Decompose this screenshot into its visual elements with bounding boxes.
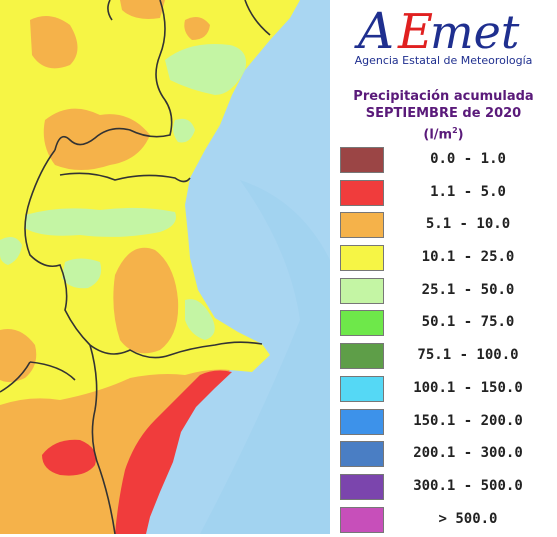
border-valencia-south bbox=[89, 341, 263, 359]
legend-row: 150.1 - 200.0 bbox=[340, 407, 555, 440]
legend-swatch bbox=[340, 408, 384, 435]
border-alicante bbox=[89, 344, 116, 534]
border-mid bbox=[59, 172, 191, 183]
legend-row: 75.1 - 100.0 bbox=[340, 341, 555, 374]
legend-label: 75.1 - 100.0 bbox=[417, 347, 519, 364]
green-zone-5 bbox=[185, 299, 215, 340]
legend-row: 100.1 - 150.0 bbox=[340, 374, 555, 407]
legend-row: 0.0 - 1.0 bbox=[340, 145, 555, 178]
logo-letter-a: A bbox=[354, 2, 394, 60]
legend-row: > 500.0 bbox=[340, 505, 555, 537]
map-title-line2: SEPTIEMBRE de 2020 bbox=[365, 106, 522, 121]
agency-name: Agencia Estatal de Meteorología bbox=[354, 54, 533, 67]
legend-label: 25.1 - 50.0 bbox=[421, 281, 515, 298]
orange-zone-6 bbox=[0, 329, 37, 383]
legend-swatch bbox=[340, 245, 384, 272]
border-south-west bbox=[0, 361, 31, 393]
legend-swatch bbox=[340, 441, 384, 468]
legend-panel: A E met Agencia Estatal de Meteorología … bbox=[330, 0, 557, 534]
legend-row: 5.1 - 10.0 bbox=[340, 210, 555, 243]
unit-base: (l/m bbox=[423, 127, 453, 143]
legend-swatch bbox=[340, 310, 384, 337]
legend-label: 300.1 - 500.0 bbox=[413, 477, 523, 494]
legend-swatch bbox=[340, 343, 384, 370]
orange-zone-4 bbox=[43, 108, 150, 170]
precipitation-map bbox=[0, 0, 330, 534]
orange-zone-1 bbox=[30, 16, 78, 69]
map-svg bbox=[0, 0, 330, 534]
orange-zone-5 bbox=[113, 247, 179, 354]
legend-label: 100.1 - 150.0 bbox=[413, 379, 523, 396]
red-zone-inland bbox=[42, 439, 96, 476]
legend-row: 300.1 - 500.0 bbox=[340, 472, 555, 505]
legend-label: > 500.0 bbox=[438, 510, 498, 527]
green-zone-1 bbox=[165, 44, 246, 95]
aemet-logo: A E met bbox=[354, 2, 520, 60]
map-title-line1: Precipitación acumulada bbox=[353, 89, 534, 104]
legend-swatch bbox=[340, 473, 384, 500]
legend-label: 1.1 - 5.0 bbox=[430, 183, 506, 200]
border-murcia bbox=[29, 361, 76, 381]
legend-label: 50.1 - 75.0 bbox=[421, 314, 515, 331]
unit-close: ) bbox=[457, 127, 464, 143]
legend-swatch bbox=[340, 277, 384, 304]
legend-row: 200.1 - 300.0 bbox=[340, 439, 555, 472]
logo-letters-met: met bbox=[430, 5, 520, 59]
green-zone-4 bbox=[0, 236, 22, 265]
border-top-right bbox=[244, 0, 271, 36]
legend-label: 150.1 - 200.0 bbox=[413, 412, 523, 429]
orange-zone-2 bbox=[120, 0, 165, 19]
legend-swatch bbox=[340, 375, 384, 402]
legend-row: 25.1 - 50.0 bbox=[340, 276, 555, 309]
logo-letter-e: E bbox=[397, 4, 433, 60]
green-zone-3 bbox=[62, 258, 102, 289]
sea-shading bbox=[200, 180, 330, 534]
legend-swatch bbox=[340, 147, 384, 173]
legend-swatch bbox=[340, 506, 384, 533]
border-top-left bbox=[107, 0, 113, 21]
legend-swatch bbox=[340, 179, 384, 206]
orange-zone-3 bbox=[184, 16, 210, 40]
legend-label: 0.0 - 1.0 bbox=[430, 151, 506, 167]
legend-row: 50.1 - 75.0 bbox=[340, 308, 555, 341]
border-west-upper bbox=[24, 149, 91, 346]
legend-row: 1.1 - 5.0 bbox=[340, 178, 555, 211]
province-borders bbox=[0, 0, 271, 534]
unit-superscript: 2 bbox=[452, 126, 458, 135]
precipitation-legend: 0.0 - 1.0 1.1 - 5.0 5.1 - 10.0 10.1 - 25.0 2… bbox=[340, 145, 555, 537]
legend-label: 10.1 - 25.0 bbox=[421, 249, 515, 266]
legend-label: 200.1 - 300.0 bbox=[413, 445, 523, 462]
red-zone-coast bbox=[115, 370, 232, 534]
legend-swatch bbox=[340, 212, 384, 239]
map-title-unit: (l/m2) bbox=[330, 122, 557, 143]
green-zone-2 bbox=[25, 207, 176, 237]
border-north bbox=[54, 0, 173, 151]
green-zone-6 bbox=[173, 118, 195, 143]
legend-row: 10.1 - 25.0 bbox=[340, 243, 555, 276]
legend-label: 5.1 - 10.0 bbox=[425, 216, 511, 233]
